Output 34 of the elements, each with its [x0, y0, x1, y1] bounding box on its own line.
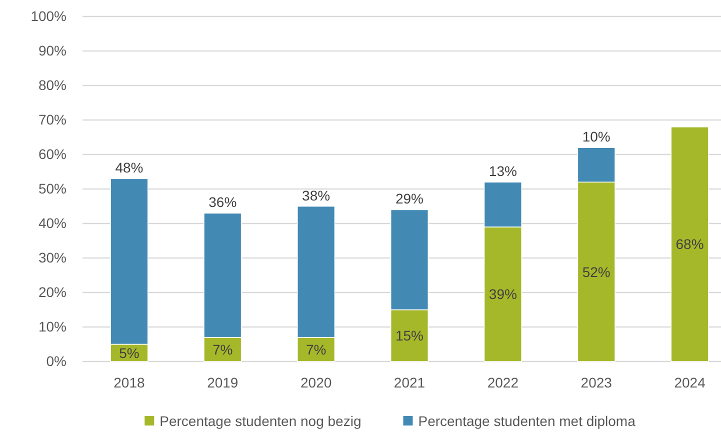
data-label: 10% — [582, 128, 610, 145]
bar — [670, 126, 709, 362]
x-tick-label: 2020 — [300, 374, 332, 390]
y-tick-label: 90% — [38, 42, 66, 58]
x-tick-label: 2024 — [674, 374, 706, 390]
x-tick-label: 2022 — [487, 374, 519, 390]
x-tick-label: 2019 — [207, 374, 238, 390]
y-tick-label: 0% — [46, 352, 66, 369]
y-tick-label: 50% — [38, 180, 66, 196]
data-label: 15% — [395, 328, 424, 344]
y-tick-label: 30% — [38, 249, 66, 266]
data-label: 36% — [208, 194, 237, 210]
y-tick-label: 60% — [38, 146, 66, 162]
y-tick-label: 80% — [38, 76, 66, 93]
legend-label: Percentage studenten nog bezig — [160, 413, 362, 429]
y-tick-label: 40% — [38, 214, 66, 231]
data-label: 29% — [395, 190, 424, 207]
y-tick-label: 20% — [38, 284, 66, 300]
x-tick-label: 2021 — [394, 374, 426, 390]
data-label: 68% — [676, 236, 704, 252]
data-label: 38% — [302, 187, 330, 204]
x-tick-label: 2018 — [114, 374, 145, 390]
data-label: 39% — [488, 286, 517, 302]
data-label: 7% — [212, 341, 233, 358]
y-tick-label: 100% — [30, 8, 66, 24]
y-tick-label: 10% — [38, 318, 66, 334]
data-label: 52% — [582, 264, 610, 280]
x-tick-label: 2023 — [580, 374, 612, 390]
data-label: 7% — [306, 341, 326, 358]
data-label: 5% — [119, 344, 140, 361]
data-label: 13% — [488, 163, 517, 180]
data-label: 48% — [115, 160, 144, 176]
y-tick-label: 70% — [38, 111, 66, 128]
legend-label: Percentage studenten met diploma — [418, 413, 636, 429]
